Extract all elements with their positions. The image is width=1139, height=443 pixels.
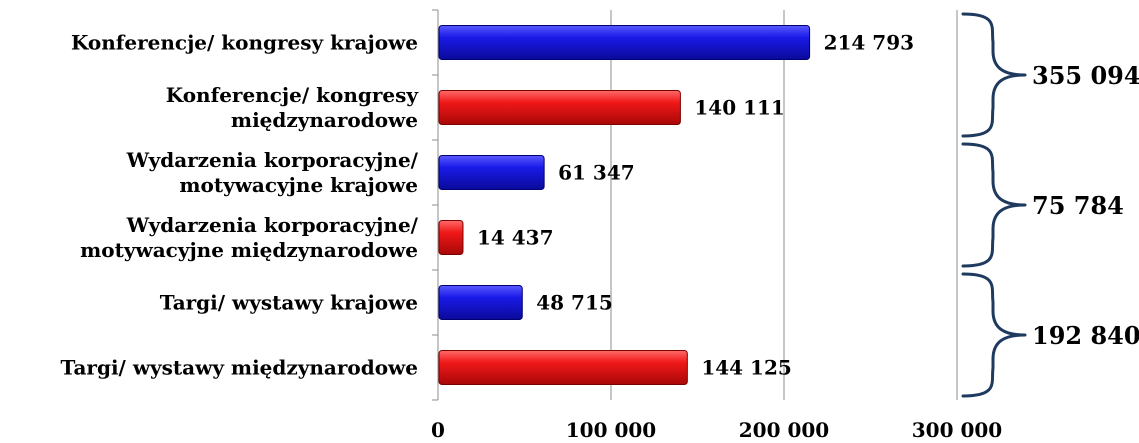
category-label: Wydarzenia korporacyjne/ (126, 148, 419, 172)
x-tick-label: 0 (431, 418, 445, 442)
data-label: 61 347 (558, 161, 635, 185)
labels: 214 793 Konferencje/ kongresy krajowe 140 … (61, 31, 915, 380)
x-tick-label: 300 000 (912, 418, 1002, 442)
bar (438, 25, 811, 60)
category-label: Targi/ wystawy krajowe (160, 291, 418, 315)
bar (438, 220, 464, 255)
x-tick-label: 200 000 (739, 418, 829, 442)
category-label: międzynarodowe (231, 108, 418, 132)
group-braces: 355 094 75 784 192 840 (961, 12, 1139, 398)
group-total-label: 192 840 (1032, 321, 1139, 350)
category-label: Konferencje/ kongresy (166, 83, 420, 107)
category-label: motywacyjne krajowe (179, 173, 418, 197)
category-label: Targi/ wystawy międzynarodowe (61, 356, 419, 380)
category-label: Wydarzenia korporacyjne/ (126, 213, 419, 237)
data-label: 214 793 (824, 31, 914, 55)
bar (438, 350, 688, 385)
brace-icon (961, 12, 1027, 138)
data-label: 144 125 (701, 356, 791, 380)
group-total-label: 75 784 (1032, 191, 1124, 220)
category-label: motywacyjne międzynarodowe (80, 238, 418, 262)
bar (438, 90, 681, 125)
data-label: 48 715 (536, 291, 613, 315)
data-label: 14 437 (477, 226, 554, 250)
grid-lines (610, 10, 958, 400)
bar (438, 155, 545, 190)
bar (438, 285, 523, 320)
data-label: 140 111 (694, 96, 784, 120)
brace-icon (961, 142, 1027, 268)
group-total-label: 355 094 (1032, 61, 1139, 90)
axes: 0 100 000 200 000 300 000 (431, 9, 1002, 442)
bars (438, 25, 811, 385)
x-tick-label: 100 000 (566, 418, 656, 442)
brace-icon (961, 272, 1027, 398)
category-label: Konferencje/ kongresy krajowe (71, 31, 418, 55)
